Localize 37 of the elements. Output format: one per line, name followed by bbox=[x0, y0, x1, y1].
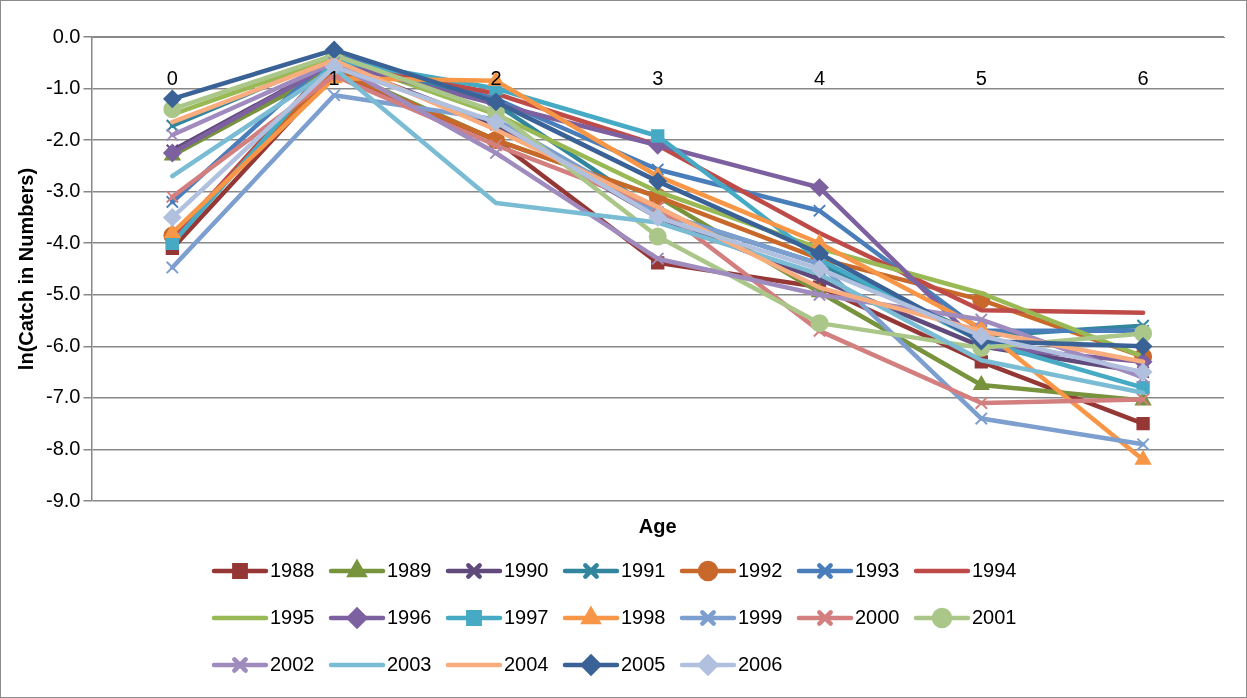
x-tick-label: 3 bbox=[652, 66, 664, 89]
x-axis-title: Age bbox=[638, 514, 677, 537]
legend-label: 2006 bbox=[738, 652, 783, 675]
y-tick-label: -6.0 bbox=[45, 333, 81, 356]
y-axis-title: ln(Catch in Numbers) bbox=[14, 167, 37, 371]
legend-label: 2002 bbox=[270, 652, 315, 675]
y-tick-label: -9.0 bbox=[45, 488, 81, 511]
legend-label: 1998 bbox=[621, 605, 666, 628]
legend-label: 2001 bbox=[972, 605, 1017, 628]
legend-label: 1995 bbox=[270, 605, 315, 628]
x-tick-label: 4 bbox=[813, 66, 826, 89]
legend-label: 2003 bbox=[387, 652, 432, 675]
legend-label: 1997 bbox=[504, 605, 549, 628]
y-tick-label: -5.0 bbox=[45, 282, 81, 305]
legend-label: 1992 bbox=[738, 558, 783, 581]
x-tick-label: 1 bbox=[328, 66, 340, 89]
legend-label: 1989 bbox=[387, 558, 432, 581]
legend-label: 1999 bbox=[738, 605, 783, 628]
y-tick-label: -8.0 bbox=[45, 436, 81, 459]
y-tick-label: -7.0 bbox=[45, 385, 81, 408]
legend-label: 2005 bbox=[621, 652, 666, 675]
legend-label: 1990 bbox=[504, 558, 549, 581]
x-tick-label: 6 bbox=[1137, 66, 1149, 89]
legend-label: 2004 bbox=[504, 652, 549, 675]
legend-label: 1994 bbox=[972, 558, 1017, 581]
legend-label: 1996 bbox=[387, 605, 432, 628]
y-tick-label: -2.0 bbox=[45, 127, 81, 150]
y-tick-label: -4.0 bbox=[45, 230, 81, 253]
y-tick-label: -3.0 bbox=[45, 179, 81, 202]
y-tick-label: 0.0 bbox=[52, 24, 81, 47]
y-tick-label: -1.0 bbox=[45, 76, 81, 99]
legend-label: 1988 bbox=[270, 558, 315, 581]
legend-label: 2000 bbox=[855, 605, 900, 628]
x-tick-label: 5 bbox=[975, 66, 987, 89]
x-tick-label: 0 bbox=[166, 66, 178, 89]
legend-label: 1993 bbox=[855, 558, 900, 581]
legend-label: 1991 bbox=[621, 558, 666, 581]
